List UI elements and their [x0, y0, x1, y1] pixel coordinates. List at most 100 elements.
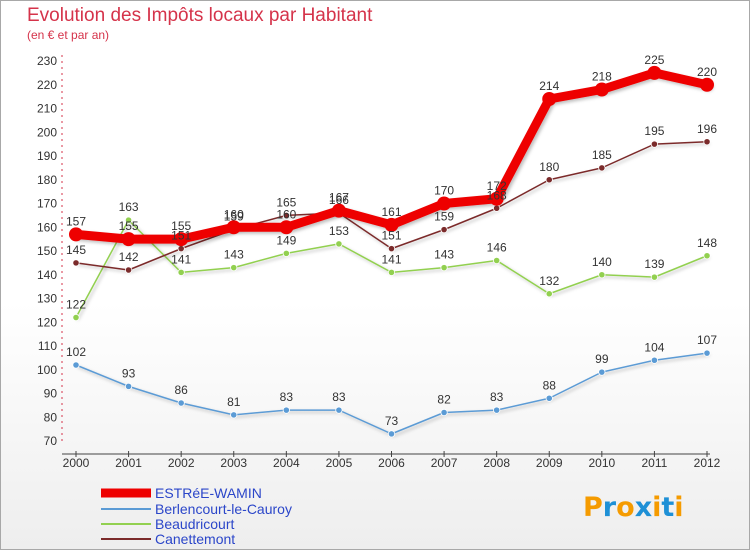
legend-label: ESTRéE-WAMIN: [155, 485, 262, 501]
x-tick-label: 2004: [273, 456, 300, 470]
data-label: 141: [171, 252, 191, 266]
data-point: [440, 264, 448, 272]
data-point: [545, 176, 553, 184]
y-tick-label: 70: [44, 434, 58, 448]
x-tick-label: 2007: [431, 456, 458, 470]
x-tick-label: 2001: [115, 456, 142, 470]
data-label: 82: [437, 393, 451, 407]
axes: 7080901001101201301401501601701801902002…: [37, 54, 721, 470]
data-point: [174, 232, 189, 247]
data-label: 148: [697, 236, 717, 250]
legend-label: Beaudricourt: [155, 516, 235, 532]
legend-label: Canettemont: [155, 531, 236, 547]
logo-letter: i: [674, 492, 684, 523]
logo-letter: P: [583, 492, 603, 523]
data-point: [545, 290, 553, 298]
logo-letter: t: [661, 492, 675, 523]
data-point: [384, 217, 399, 232]
x-tick-label: 2012: [694, 456, 721, 470]
data-point: [121, 232, 136, 247]
data-point: [335, 406, 343, 414]
data-label: 142: [119, 250, 139, 264]
data-label: 83: [490, 390, 504, 404]
y-tick-label: 150: [37, 244, 57, 258]
data-label: 214: [539, 79, 559, 93]
logo-letter: x: [634, 492, 653, 523]
data-label: 86: [174, 383, 188, 397]
y-tick-label: 180: [37, 173, 57, 187]
data-point: [177, 268, 185, 276]
data-label: 102: [66, 345, 86, 359]
data-point: [230, 264, 238, 272]
x-tick-label: 2000: [63, 456, 90, 470]
data-label: 88: [543, 378, 557, 392]
data-label: 107: [697, 333, 717, 347]
logo-letter: i: [652, 492, 662, 523]
x-tick-label: 2008: [483, 456, 510, 470]
data-label: 83: [280, 390, 294, 404]
data-label: 149: [276, 233, 296, 247]
data-label: 172: [487, 179, 507, 193]
data-label: 151: [171, 229, 191, 243]
data-point: [387, 245, 396, 253]
data-point: [387, 430, 396, 438]
x-tick-label: 2009: [536, 456, 563, 470]
data-point: [72, 361, 80, 369]
data-point: [703, 349, 711, 357]
legend-label: Berlencourt-le-Cauroy: [155, 501, 292, 517]
data-label: 159: [434, 210, 454, 224]
data-point: [647, 65, 662, 80]
data-point: [650, 140, 659, 148]
legend-item-estree-wamin: ESTRéE-WAMIN: [101, 485, 262, 501]
data-label: 93: [122, 366, 136, 380]
data-label: 195: [644, 124, 664, 138]
data-point: [230, 411, 238, 419]
series-canettemont: [72, 138, 711, 274]
data-label: 163: [119, 200, 139, 214]
y-tick-label: 100: [37, 363, 57, 377]
data-label: 139: [644, 257, 664, 271]
legend-item-beaudricourt: Beaudricourt: [101, 516, 234, 532]
data-point: [177, 245, 185, 253]
data-label: 161: [381, 205, 401, 219]
data-label: 185: [592, 148, 612, 162]
data-point: [489, 191, 504, 206]
data-point: [440, 226, 448, 234]
x-tick-label: 2003: [220, 456, 247, 470]
x-tick-label: 2011: [642, 456, 668, 470]
data-point: [282, 211, 290, 219]
y-tick-label: 170: [37, 197, 57, 211]
legend-item-canettemont: Canettemont: [101, 531, 235, 547]
data-point: [703, 252, 711, 260]
data-label: 167: [329, 191, 349, 205]
data-label: 122: [66, 298, 86, 312]
y-tick-label: 200: [37, 125, 57, 139]
data-point: [72, 259, 80, 267]
y-tick-label: 110: [38, 339, 57, 353]
data-label: 145: [66, 243, 86, 257]
y-tick-label: 80: [44, 410, 58, 424]
logo-letter: r: [602, 492, 617, 523]
data-label: 146: [487, 241, 507, 255]
data-label: 99: [595, 352, 609, 366]
y-tick-label: 120: [37, 315, 57, 329]
data-point: [335, 240, 343, 248]
data-point: [387, 268, 396, 276]
data-labels: 157 155 155 160 160 167 161 170 172 214 218 225 220 1…: [66, 53, 717, 428]
data-label: 143: [224, 248, 244, 262]
data-point: [282, 406, 290, 414]
data-point: [177, 399, 185, 407]
series-berlencourt-le-cauroy: [72, 349, 711, 438]
legend-swatch: [101, 488, 151, 498]
data-label: 157: [66, 214, 86, 228]
data-label: 159: [224, 210, 244, 224]
chart-subtitle: (en € et par an): [27, 28, 110, 42]
data-label: 168: [487, 188, 507, 202]
proxiti-logo: Proxiti: [583, 492, 684, 523]
data-point: [703, 138, 711, 146]
data-label: 83: [332, 390, 346, 404]
y-tick-label: 190: [37, 149, 57, 163]
data-point: [72, 313, 80, 322]
